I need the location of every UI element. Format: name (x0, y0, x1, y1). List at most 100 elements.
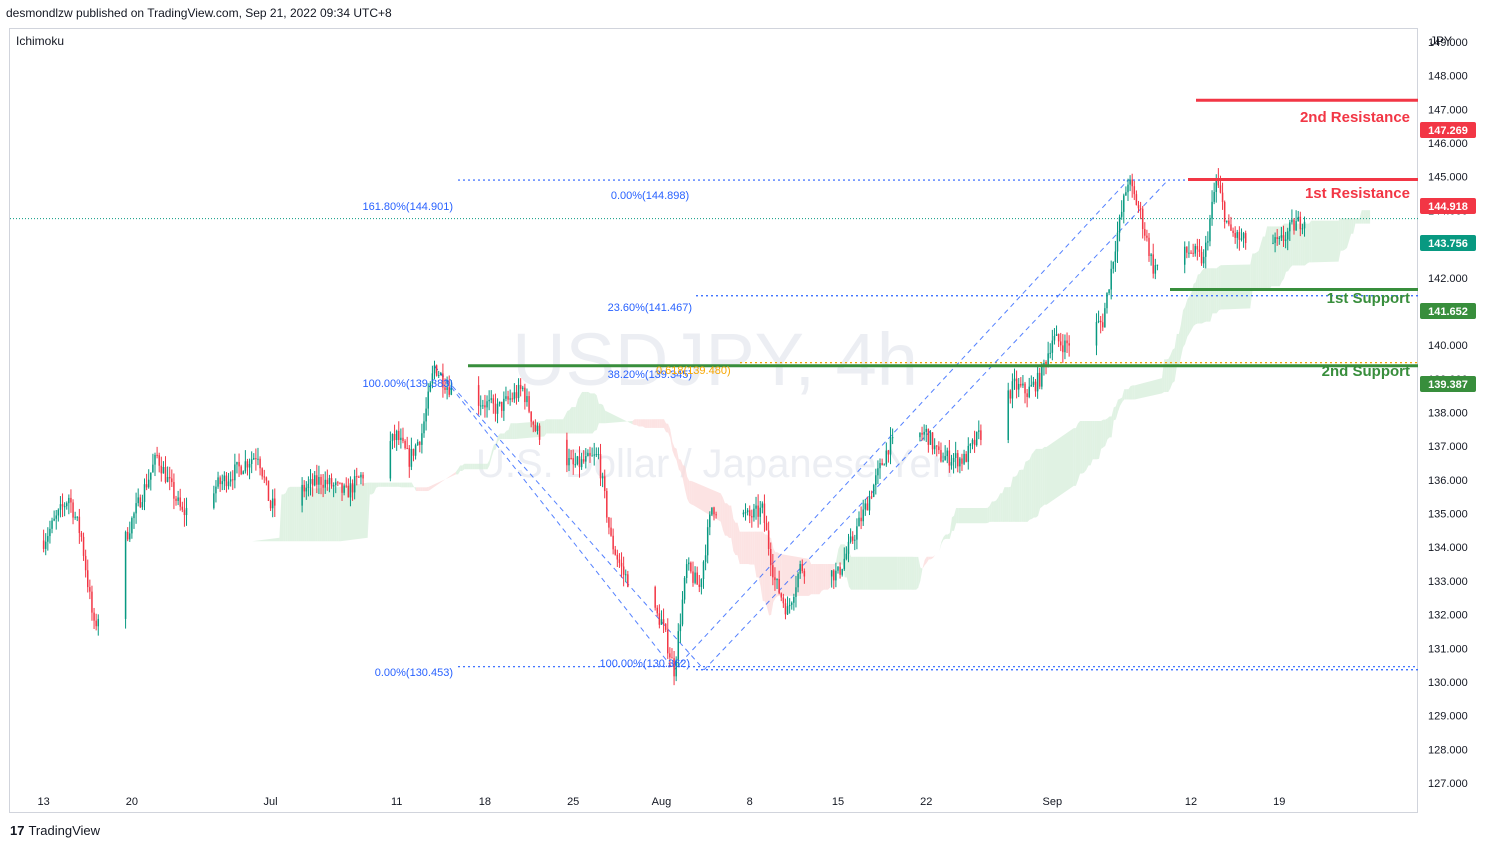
cloud-segment (1166, 358, 1169, 393)
price-tag-1st-support: 141.652 (1420, 303, 1476, 319)
candle-body (677, 631, 680, 660)
candle-body (662, 619, 665, 624)
candle-body (761, 503, 764, 508)
trend-line-down-2 (434, 365, 705, 671)
candle-body (505, 396, 507, 399)
candle-body (591, 455, 593, 457)
candle-body (347, 485, 350, 498)
candle-body (711, 507, 713, 515)
candle-body (1034, 381, 1037, 392)
cloud-segment (748, 531, 751, 565)
cloud-segment (386, 482, 389, 487)
cloud-segment (369, 482, 372, 495)
candle-body (1217, 178, 1220, 186)
cloud-segment (577, 395, 580, 434)
candle-body (1226, 220, 1228, 222)
y-tick-label: 138.000 (1428, 408, 1468, 420)
candle-body (1223, 202, 1226, 222)
candle-body (1293, 219, 1295, 231)
candle-body (978, 430, 980, 432)
candle-body (1274, 237, 1276, 243)
candle-body (408, 448, 411, 467)
candle-body (887, 450, 890, 455)
indicator-label[interactable]: Ichimoku (16, 34, 65, 48)
cloud-segment (394, 482, 398, 487)
price-axis[interactable]: 149.000148.000147.000146.000145.000144.0… (1428, 37, 1468, 790)
candle-body (360, 474, 362, 478)
cloud-segment (1080, 420, 1083, 474)
cloud-segment (953, 508, 957, 531)
cloud-segment (413, 486, 417, 492)
candle-body (1232, 230, 1234, 234)
cloud-segment (319, 487, 322, 542)
fib-label-0-top: 0.00%(144.898) (611, 190, 689, 202)
x-tick-label: Jul (264, 796, 278, 808)
candle-body (959, 458, 961, 467)
candle-body (704, 555, 707, 562)
candle-body (1114, 251, 1117, 262)
cloud-segment (1296, 223, 1299, 266)
candle-body (944, 456, 946, 461)
candle-body (929, 432, 932, 445)
cloud-segment (998, 493, 1001, 522)
candle-body (162, 466, 165, 474)
candle-body (181, 506, 184, 510)
cloud-segment (1082, 420, 1085, 474)
cloud-segment (502, 433, 505, 439)
candle-body (1196, 246, 1199, 250)
candle-body (830, 570, 833, 577)
cloud-segment (661, 419, 664, 428)
cloud-segment (1042, 446, 1045, 507)
cloud-segment (720, 493, 723, 530)
cloud-segment (834, 560, 837, 569)
cloud-segment (666, 423, 669, 433)
candle-body (479, 405, 482, 407)
candle-body (435, 365, 438, 376)
candle-body (248, 463, 251, 468)
candle-body (1032, 381, 1035, 385)
cloud-segment (121, 531, 124, 533)
cloud-segment (1185, 299, 1188, 345)
cloud-segment (113, 537, 116, 542)
cloud-segment (409, 482, 412, 488)
fib-label-0-618: 0.618(139.480) (656, 365, 731, 377)
candle-body (872, 484, 875, 497)
cloud-segment (754, 531, 757, 578)
candle-body (1017, 383, 1020, 390)
cloud-segment (1338, 218, 1341, 262)
cloud-segment (468, 463, 471, 470)
cloud-segment (287, 486, 290, 542)
candle-body (433, 365, 436, 374)
candle-body (839, 566, 841, 575)
candle-body (669, 653, 671, 658)
fib-label-100-top: 100.00%(139.383) (362, 378, 453, 390)
candle-body (158, 455, 160, 466)
cloud-segment (151, 533, 154, 541)
candle-body (603, 476, 606, 492)
cloud-segment (1164, 359, 1167, 393)
candle-body (412, 448, 415, 456)
candle-body (61, 504, 64, 507)
candle-body (1038, 372, 1041, 387)
x-tick-label: 18 (479, 796, 491, 808)
cloud-segment (283, 492, 286, 542)
time-axis[interactable]: 13 20 Jul 11 18 25 Aug 8 15 22 Sep 12 19 (37, 796, 1285, 808)
candle-body (271, 498, 274, 509)
candle-body (229, 479, 232, 482)
candle-body (967, 445, 970, 462)
candle-body (933, 445, 936, 450)
candle-body (700, 579, 703, 587)
candle-body (47, 536, 49, 542)
candle-body (1011, 381, 1014, 399)
cloud-segment (1265, 226, 1268, 291)
candle-body (124, 531, 127, 619)
candle-body (763, 503, 766, 523)
footer-branding[interactable]: 17 TradingView (10, 823, 100, 838)
candlesticks (42, 168, 1306, 686)
cloud-segment (1077, 420, 1081, 481)
cloud-segment (1008, 486, 1011, 522)
candle-body (601, 476, 604, 479)
cloud-segment (384, 482, 387, 487)
cloud-segment (659, 419, 662, 428)
